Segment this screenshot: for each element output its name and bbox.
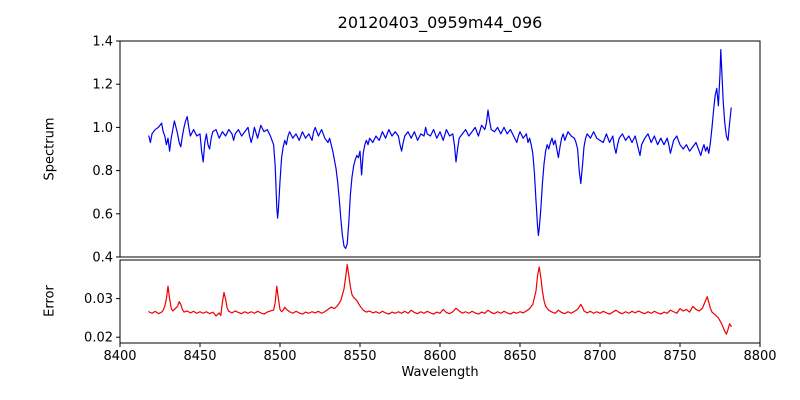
tick-label: 1.4 bbox=[92, 35, 113, 50]
tick-label: 1.2 bbox=[92, 78, 113, 93]
tick-label: 0.8 bbox=[92, 164, 113, 179]
tick-label: 1.0 bbox=[92, 121, 113, 136]
spectrum-axes: 0.4 0.6 0.8 1.0 1.2 1.4 bbox=[92, 35, 761, 266]
error-axes: 0.02 0.03 8400 8450 8500 8550 8600 8650 8700 8750… bbox=[84, 259, 777, 364]
tick-label: 8550 bbox=[343, 349, 376, 364]
tick-label: 8600 bbox=[423, 349, 456, 364]
error-axes-box bbox=[119, 259, 761, 344]
tick-label: 8700 bbox=[583, 349, 616, 364]
tick-label: 0.4 bbox=[92, 251, 113, 266]
tick-label: 8500 bbox=[263, 349, 296, 364]
chart-title: 20120403_0959m44_096 bbox=[337, 13, 543, 32]
tick-label: 0.6 bbox=[92, 207, 113, 222]
error-y-axis-label: Error bbox=[42, 285, 58, 317]
tick-label: 8650 bbox=[503, 349, 536, 364]
error-line bbox=[148, 264, 732, 335]
spectrum-axes-box bbox=[119, 40, 761, 258]
x-axis-label: Wavelength bbox=[401, 365, 479, 380]
tick-label: 0.02 bbox=[84, 331, 113, 346]
tick-label: 8450 bbox=[183, 349, 216, 364]
tick-label: 0.03 bbox=[84, 292, 113, 307]
tick-label: 8400 bbox=[103, 349, 136, 364]
spectrum-line bbox=[148, 49, 732, 249]
tick-label: 8750 bbox=[663, 349, 696, 364]
spectrum-y-axis-label: Spectrum bbox=[42, 117, 58, 181]
tick-label: 8800 bbox=[743, 349, 776, 364]
